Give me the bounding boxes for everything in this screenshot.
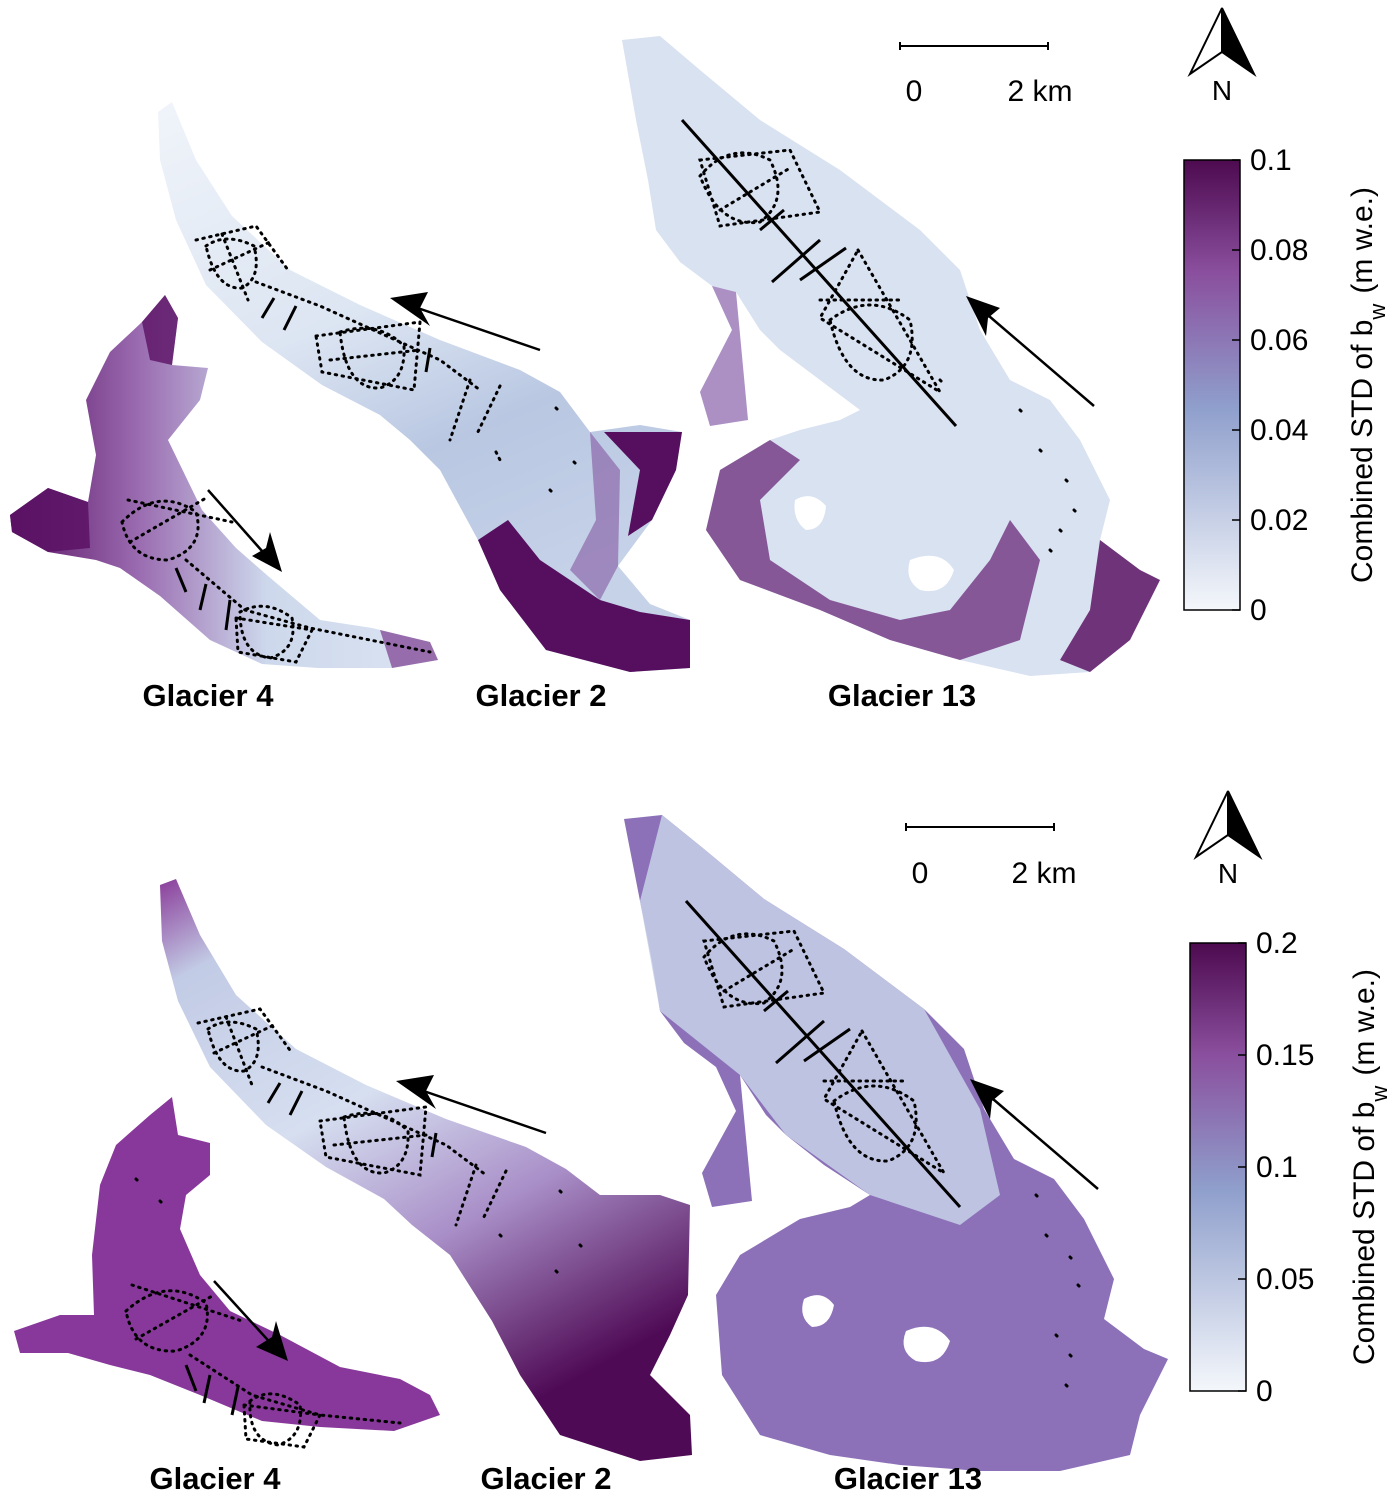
glacier-2-map: Glacier 2: [158, 102, 690, 713]
map-panel-top: Glacier 4 Glacier 2: [0, 0, 1400, 745]
glacier-4-flow-arrow: [213, 1280, 288, 1361]
north-label: N: [1212, 75, 1232, 106]
glacier-13-flow-arrow: [970, 1079, 1099, 1190]
glacier-2-high-std-terminus: [478, 520, 690, 672]
glacier-4-label: Glacier 4: [150, 1461, 282, 1496]
glacier-13-west-tributary: [700, 286, 748, 426]
north-arrow-top-icon: N: [1187, 7, 1257, 106]
colorbar-tick-label: 0.15: [1256, 1039, 1314, 1072]
glacier-4-surface: [14, 1097, 440, 1431]
scale-bar-start-label: 0: [912, 857, 929, 890]
glacier-13-nunatak-1: [794, 496, 826, 530]
glacier-2-high-std-east: [604, 432, 682, 536]
colorbar-bottom-title: Combined STD of bw(m w.e.): [1348, 969, 1392, 1365]
glacier-13-map: Glacier 13: [622, 36, 1160, 713]
glacier-13-nunatak-1: [802, 1295, 834, 1327]
glacier-4-survey-track: [124, 1177, 402, 1449]
glacier-4-map: Glacier 4: [14, 1097, 440, 1496]
glacier-13-nunatak-2: [908, 555, 954, 592]
colorbar-tick-label: 0: [1250, 594, 1267, 627]
colorbar-tick-label: 0.04: [1250, 414, 1308, 447]
glacier-4-map: Glacier 4: [10, 295, 438, 713]
scale-bar-top: 0 2 km: [899, 42, 1073, 108]
colorbar-tick-label: 0.06: [1250, 324, 1308, 357]
glacier-13-label: Glacier 13: [828, 678, 976, 713]
glacier-13-survey-track: [680, 118, 1078, 554]
glacier-2-surface: [160, 879, 692, 1461]
colorbar-bottom-ticks: 0 0.05 0.1 0.15 0.2: [1238, 927, 1314, 1408]
glacier-4-survey-track: [120, 496, 432, 664]
colorbar-bottom: 0 0.05 0.1 0.15 0.2 Combined STD of bw(m w.e…: [1189, 927, 1392, 1408]
colorbar-top: 0 0.02 0.04 0.06 0.08 0.1 Combined STD of bw(…: [1183, 144, 1390, 627]
glacier-13-low-std-zone: [640, 815, 1000, 1225]
colorbar-bottom-gradient: [1189, 942, 1247, 1392]
colorbar-top-title: Combined STD of bw(m w.e.): [1346, 187, 1390, 583]
north-label: N: [1218, 858, 1238, 889]
glacier-13-nunatak-2: [903, 1326, 950, 1363]
glacier-2-survey-track: [196, 1007, 584, 1275]
glacier-2-flow-arrow: [396, 1075, 547, 1135]
colorbar-tick-label: 0.1: [1256, 1151, 1298, 1184]
glacier-13-label: Glacier 13: [834, 1461, 982, 1496]
north-arrow-bottom-icon: N: [1193, 790, 1263, 889]
colorbar-top-gradient: [1183, 159, 1241, 611]
glacier-13-high-std-rim: [706, 440, 1040, 660]
scale-bar-start-label: 0: [906, 75, 923, 108]
map-panel-bottom: Glacier 4 Glacier 2 Gla: [0, 755, 1400, 1500]
glacier-4-high-std-zone: [10, 488, 90, 552]
colorbar-tick-label: 0.05: [1256, 1263, 1314, 1296]
glacier-4-high-std-zone-2: [142, 295, 178, 365]
glacier-13-survey-track: [684, 899, 1082, 1389]
glacier-2-map: Glacier 2: [160, 879, 692, 1496]
glacier-2-flow-arrow: [390, 292, 541, 352]
map-top-svg: Glacier 4 Glacier 2: [10, 7, 1390, 713]
colorbar-tick-label: 0.2: [1256, 927, 1298, 960]
glacier-4-label: Glacier 4: [143, 678, 275, 713]
glacier-4-surface: [10, 295, 438, 668]
glacier-2-label: Glacier 2: [481, 1461, 612, 1496]
glacier-13-map: Glacier 13: [624, 815, 1168, 1496]
scale-bar-bottom: 0 2 km: [905, 823, 1077, 890]
glacier-13-surface: [622, 36, 1160, 676]
glacier-2-survey-track: [194, 224, 578, 494]
colorbar-tick-label: 0.08: [1250, 234, 1308, 267]
colorbar-tick-label: 0.02: [1250, 504, 1308, 537]
scale-bar-end-label: 2 km: [1007, 75, 1072, 108]
colorbar-tick-label: 0: [1256, 1375, 1273, 1408]
colorbar-top-ticks: 0 0.02 0.04 0.06 0.08 0.1: [1232, 144, 1308, 627]
colorbar-tick-label: 0.1: [1250, 144, 1292, 177]
glacier-13-high-std-east: [1060, 540, 1160, 672]
glacier-2-surface: [158, 102, 690, 672]
glacier-13-flow-arrow: [966, 296, 1095, 407]
glacier-2-label: Glacier 2: [476, 678, 607, 713]
glacier-4-flow-arrow: [207, 489, 282, 572]
map-bottom-svg: Glacier 4 Glacier 2 Gla: [14, 790, 1392, 1496]
glacier-2-mid-std: [570, 432, 620, 600]
scale-bar-end-label: 2 km: [1011, 857, 1076, 890]
